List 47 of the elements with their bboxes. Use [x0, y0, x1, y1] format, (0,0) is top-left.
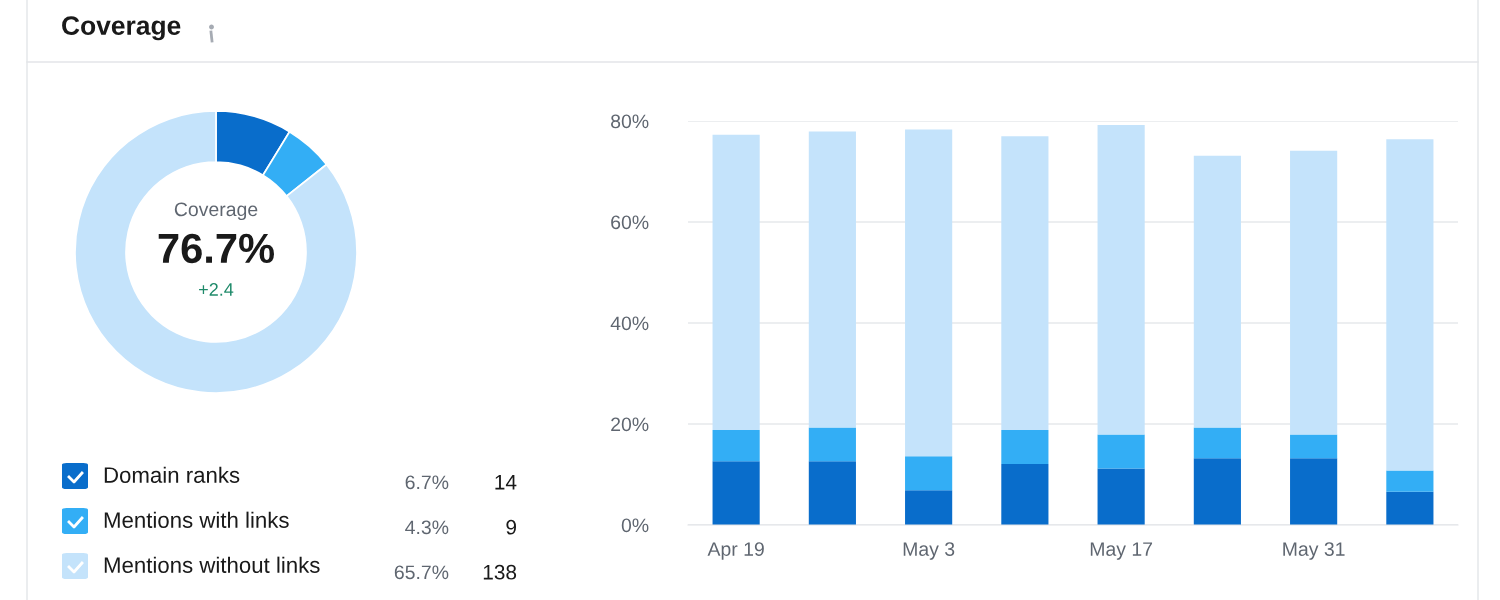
text: Coverage: [174, 202, 258, 221]
bar: [1001, 463, 1049, 525]
bar: [1097, 125, 1145, 435]
bar: [1290, 434, 1338, 459]
bar: [1001, 136, 1049, 431]
text: Coverage: [62, 16, 181, 41]
bar: [1386, 139, 1434, 471]
bar: [1290, 150, 1338, 435]
bar: [712, 430, 760, 462]
donut-slice: [74, 110, 358, 394]
text: 14: [495, 475, 517, 490]
bar: [1193, 427, 1241, 459]
y-tick-label: 80%: [611, 114, 649, 129]
y-tick-label: 0%: [621, 518, 649, 533]
bar: [1386, 491, 1434, 525]
text: 76.7%: [158, 233, 274, 264]
bar: [905, 490, 953, 525]
y-tick-label: 60%: [611, 215, 649, 230]
legend-label: Mentions without links: [104, 556, 320, 573]
bar: [1097, 468, 1145, 525]
x-tick-label: May 31: [1283, 542, 1345, 560]
legend-label: Domain ranks: [104, 466, 240, 483]
x-tick-label: Apr 19: [707, 542, 764, 560]
bar: [905, 129, 953, 457]
text: 138: [483, 564, 517, 580]
text: 9: [506, 519, 517, 535]
bar: [905, 456, 953, 491]
bar: [1193, 458, 1241, 525]
y-tick-label: 20%: [611, 417, 649, 432]
bar: [712, 134, 760, 431]
data-label: 4.3%: [405, 520, 449, 535]
x-tick-label: May 17: [1090, 542, 1153, 560]
bar: [1001, 430, 1049, 464]
data-label: 65.7%: [394, 565, 449, 580]
bar: [1097, 434, 1145, 469]
data-label: 6.7%: [405, 475, 449, 490]
text: +2.4: [199, 283, 234, 296]
bar: [712, 461, 760, 525]
y-tick-label: 40%: [610, 316, 649, 331]
bar: [1193, 155, 1241, 428]
legend-label: Mentions with links: [104, 511, 289, 528]
bar: [1290, 458, 1338, 525]
bar: [808, 131, 856, 428]
bar: [808, 461, 856, 525]
x-tick-label: May 3: [903, 542, 955, 560]
bar: [1386, 470, 1434, 492]
bar: [808, 427, 856, 462]
